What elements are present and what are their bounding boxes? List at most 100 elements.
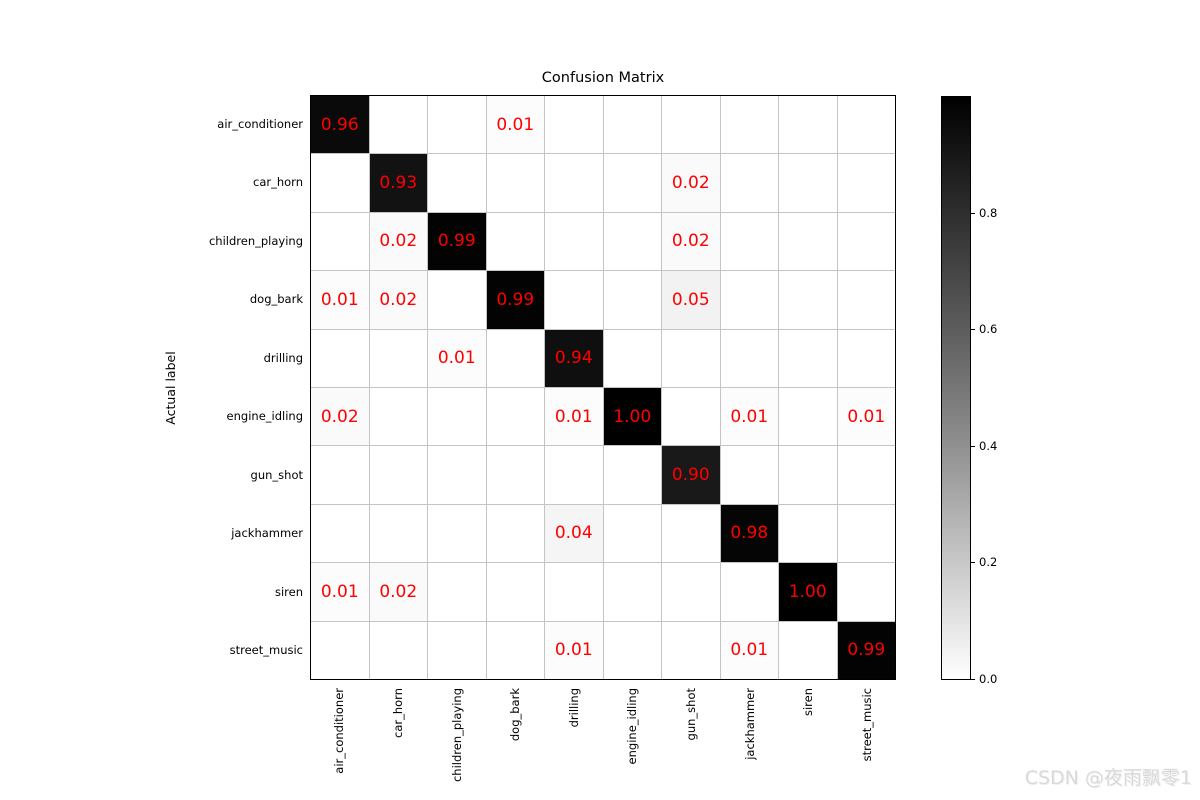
matrix-cell: [837, 329, 895, 387]
watermark: CSDN @夜雨飘零1: [1024, 767, 1192, 789]
matrix-cell: [662, 621, 720, 679]
matrix-cell: 0.94: [545, 329, 603, 387]
colorbar-tick-label: 0.8: [979, 205, 998, 220]
matrix-cell: [837, 563, 895, 621]
y-tick-label: gun_shot: [250, 467, 303, 482]
matrix-cell: 0.01: [720, 388, 778, 446]
matrix-cell: 0.04: [545, 504, 603, 563]
matrix-cell: 1.00: [779, 563, 837, 621]
matrix-cell: [369, 504, 427, 563]
matrix-cell: [662, 563, 720, 621]
colorbar-tick: [971, 679, 975, 680]
matrix-cell: [720, 212, 778, 271]
matrix-cell: [662, 96, 720, 154]
matrix-cell: [428, 271, 486, 329]
matrix-cell: [779, 329, 837, 387]
matrix-cell: [662, 329, 720, 387]
matrix-cell: [779, 96, 837, 154]
y-tick-label: dog_bark: [249, 292, 303, 307]
confusion-matrix-grid: 0.96 0.01 0.93 0.02 0.02 0.99 0.02 0.01 0.02 0.99…: [310, 95, 896, 680]
matrix-cell: 0.99: [486, 271, 544, 329]
matrix-cell: 0.01: [720, 621, 778, 679]
matrix-cell: 0.02: [369, 563, 427, 621]
x-tick-label: jackhammer: [742, 688, 757, 760]
matrix-cell: 0.99: [428, 212, 486, 271]
matrix-cell: [779, 212, 837, 271]
matrix-cell: [486, 563, 544, 621]
matrix-cell: [428, 96, 486, 154]
x-tick-label: car_horn: [390, 688, 405, 738]
x-tick-label: children_playing: [449, 688, 464, 783]
matrix-cell: [486, 388, 544, 446]
matrix-cell: [779, 446, 837, 504]
matrix-cell: 0.02: [369, 271, 427, 329]
matrix-cell: 0.02: [369, 212, 427, 271]
matrix-cell: [720, 563, 778, 621]
y-tick-label: air_conditioner: [217, 116, 303, 131]
matrix-cell: [720, 271, 778, 329]
matrix-cell: [428, 621, 486, 679]
matrix-cell: 1.00: [603, 388, 661, 446]
matrix-cell: [603, 621, 661, 679]
matrix-cell: [486, 212, 544, 271]
matrix-cell: [603, 504, 661, 563]
x-tick-label: gun_shot: [683, 688, 698, 741]
matrix-cell: [837, 96, 895, 154]
matrix-cell: [779, 154, 837, 212]
matrix-cell: [545, 563, 603, 621]
matrix-cell: [545, 154, 603, 212]
matrix-cell: [779, 504, 837, 563]
matrix-cell: [545, 446, 603, 504]
matrix-cell: [837, 154, 895, 212]
matrix-cell: 0.05: [662, 271, 720, 329]
matrix-cell: 0.99: [837, 621, 895, 679]
matrix-cell: [311, 621, 369, 679]
matrix-cell: 0.01: [486, 96, 544, 154]
y-tick-label: street_music: [229, 643, 303, 658]
x-tick-label: engine_idling: [625, 688, 640, 765]
x-tick-label: drilling: [566, 688, 581, 728]
matrix-cell: [837, 504, 895, 563]
matrix-cell: 0.01: [311, 563, 369, 621]
colorbar-tick: [971, 445, 975, 447]
matrix-cell: [545, 212, 603, 271]
matrix-cell: 0.01: [545, 621, 603, 679]
colorbar-tick: [971, 562, 975, 564]
matrix-cell: 0.96: [311, 96, 369, 154]
colorbar-tick-label: 0.6: [979, 322, 998, 337]
y-axis-label: Actual label: [163, 351, 178, 425]
matrix-cell: [311, 154, 369, 212]
matrix-cell: [662, 504, 720, 563]
matrix-cell: [603, 96, 661, 154]
matrix-cell: 0.93: [369, 154, 427, 212]
y-tick-label: jackhammer: [231, 526, 303, 541]
matrix-cell: [720, 446, 778, 504]
matrix-cell: [311, 446, 369, 504]
matrix-cell: [369, 388, 427, 446]
matrix-cell: [603, 271, 661, 329]
matrix-cell: 0.01: [545, 388, 603, 446]
matrix-cell: [369, 446, 427, 504]
matrix-cell: 0.98: [720, 504, 778, 563]
matrix-cell: [486, 504, 544, 563]
y-tick-label: siren: [274, 584, 303, 599]
matrix-cell: [545, 96, 603, 154]
colorbar-tick-label: 0.4: [979, 438, 998, 453]
matrix-cell: [545, 271, 603, 329]
chart-title: Confusion Matrix: [541, 70, 665, 86]
colorbar-tick-label: 0.2: [979, 555, 998, 570]
matrix-cell: [486, 329, 544, 387]
matrix-cell: [662, 388, 720, 446]
matrix-cell: [428, 504, 486, 563]
matrix-cell: [603, 446, 661, 504]
matrix-cell: [720, 329, 778, 387]
matrix-cell: [486, 621, 544, 679]
matrix-cell: [311, 212, 369, 271]
matrix-cell: [428, 446, 486, 504]
matrix-cell: [311, 329, 369, 387]
matrix-cell: [779, 621, 837, 679]
matrix-cell: [369, 96, 427, 154]
x-tick-label: street_music: [859, 688, 874, 762]
matrix-cell: [837, 271, 895, 329]
y-tick-label: children_playing: [208, 233, 303, 248]
